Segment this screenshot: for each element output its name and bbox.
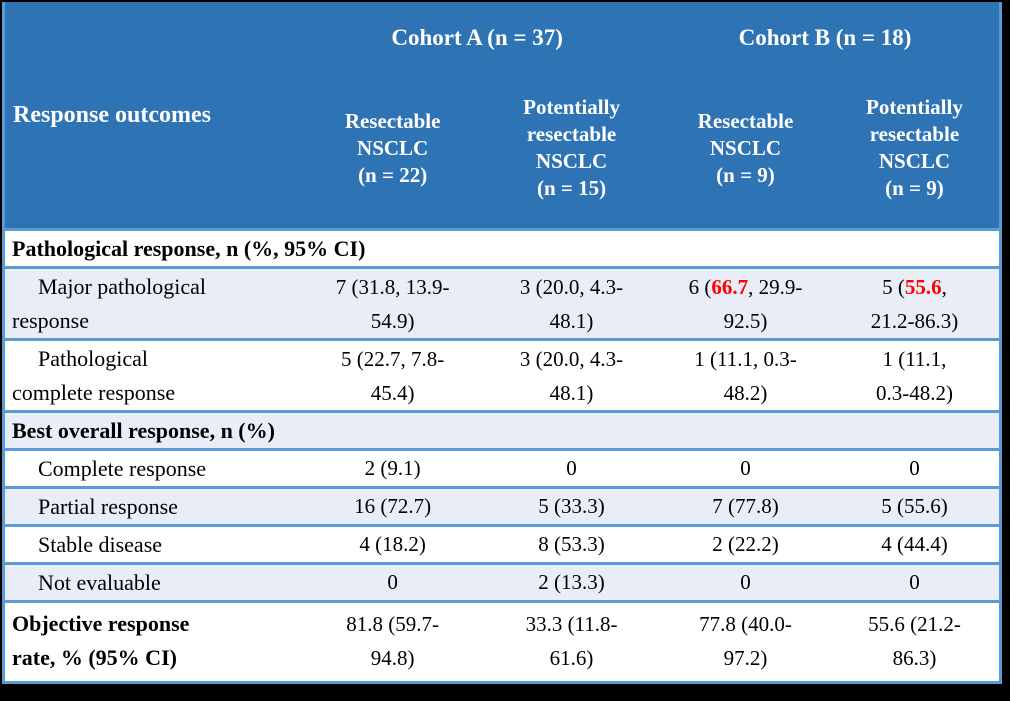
section-label: Best overall response, n (%) (12, 418, 275, 443)
header-col-resectable-a: Resectable NSCLC (n = 22) (344, 108, 441, 187)
value-text: 5 (33.3) (538, 494, 605, 518)
value-text: 1 (11.1, 0.3-48.2) (875, 347, 953, 405)
data-row: Not evaluable 0 2 (13.3) 0 0 (5, 562, 999, 600)
row-label: Not evaluable (38, 570, 161, 595)
value-text: 2 (22.2) (712, 532, 779, 556)
header-cohort-b: Cohort B (n = 18) (738, 25, 912, 50)
data-row: Pathological complete response 5 (22.7, 7… (5, 338, 999, 410)
data-cell: 2 (9.1) (303, 451, 482, 486)
data-cell: 4 (44.4) (830, 527, 999, 562)
value-text: 0 (909, 456, 920, 480)
value-text: 4 (18.2) (359, 532, 426, 556)
data-cell: 7 (77.8) (661, 489, 830, 524)
data-cell: 0 (830, 451, 999, 486)
table-body: Pathological response, n (%, 95% CI) Majo… (5, 228, 999, 681)
value-text: 81.8 (59.7- 94.8) (346, 612, 440, 670)
data-cell: 0 (830, 565, 999, 600)
value-text: 77.8 (40.0- 97.2) (699, 612, 792, 670)
data-cell: 2 (22.2) (661, 527, 830, 562)
row-label: Major pathological response (12, 274, 207, 333)
data-row: Objective response rate, % (95% CI) 81.8 … (5, 600, 999, 681)
data-cell: 0 (661, 565, 830, 600)
section-row: Best overall response, n (%) (5, 410, 999, 448)
value-text: 5 (22.7, 7.8- 45.4) (341, 347, 445, 405)
value-text: 1 (11.1, 0.3- 48.2) (694, 347, 797, 405)
header-cohort-row: Cohort A (n = 37) Cohort B (n = 18) (303, 2, 999, 74)
header-subcolumn-row: Resectable NSCLC (n = 22) Potentially re… (303, 74, 999, 228)
data-row: Major pathological response 7 (31.8, 13.9… (5, 266, 999, 338)
highlighted-value: 55.6 (904, 275, 942, 299)
value-text: 3 (20.0, 4.3- 48.1) (519, 275, 624, 333)
value-text: , 21.2-86.3) (870, 275, 959, 333)
data-cell: 1 (11.1, 0.3-48.2) (830, 341, 999, 410)
value-text: 5 (55.6) (881, 494, 948, 518)
value-text: 7 (77.8) (712, 494, 779, 518)
value-text: , 29.9- 92.5) (723, 275, 803, 333)
value-text: 5 ( (882, 275, 905, 299)
value-text: 55.6 (21.2- 86.3) (868, 612, 961, 670)
value-text: 6 ( (688, 275, 712, 299)
data-cell: 7 (31.8, 13.9- 54.9) (303, 269, 482, 338)
data-row: Partial response 16 (72.7) 5 (33.3) 7 (77.8… (5, 486, 999, 524)
data-cell: 33.3 (11.8- 61.6) (482, 603, 661, 681)
value-text: 0 (909, 570, 920, 594)
row-label: Partial response (38, 494, 178, 519)
value-text: 16 (72.7) (354, 494, 432, 518)
data-cell: 5 (55.6) (830, 489, 999, 524)
header-cohort-area: Cohort A (n = 37) Cohort B (n = 18) Rese… (303, 2, 999, 228)
header-col-potentially-resectable-b: Potentially resectable NSCLC (n = 9) (866, 95, 963, 200)
value-text: 8 (53.3) (538, 532, 605, 556)
highlighted-value: 66.7 (711, 275, 749, 299)
row-label: Complete response (38, 456, 207, 481)
value-text: 33.3 (11.8- 61.6) (525, 612, 618, 670)
value-text: 0 (566, 456, 577, 480)
response-outcomes-table: Response outcomes Cohort A (n = 37) Coho… (2, 2, 1002, 684)
data-cell: 5 (33.3) (482, 489, 661, 524)
data-cell: 0 (482, 451, 661, 486)
row-label: Objective response rate, % (95% CI) (12, 611, 190, 670)
data-cell: 81.8 (59.7- 94.8) (303, 603, 482, 681)
header-col-potentially-resectable-a: Potentially resectable NSCLC (n = 15) (523, 95, 620, 200)
data-cell: 6 (66.7, 29.9- 92.5) (661, 269, 830, 338)
value-text: 7 (31.8, 13.9- 54.9) (335, 275, 450, 333)
data-cell: 2 (13.3) (482, 565, 661, 600)
data-cell: 5 (22.7, 7.8- 45.4) (303, 341, 482, 410)
header-cohort-a: Cohort A (n = 37) (391, 25, 563, 50)
table-header: Response outcomes Cohort A (n = 37) Coho… (5, 2, 999, 228)
data-row: Complete response 2 (9.1) 0 0 0 (5, 448, 999, 486)
section-label: Pathological response, n (%, 95% CI) (12, 236, 366, 261)
value-text: 0 (387, 570, 398, 594)
header-response-outcomes: Response outcomes (13, 101, 211, 128)
data-cell: 16 (72.7) (303, 489, 482, 524)
data-cell: 0 (303, 565, 482, 600)
row-label: Stable disease (38, 532, 163, 557)
data-cell: 55.6 (21.2- 86.3) (830, 603, 999, 681)
value-text: 0 (740, 570, 751, 594)
value-text: 2 (13.3) (538, 570, 605, 594)
data-cell: 3 (20.0, 4.3- 48.1) (482, 341, 661, 410)
value-text: 3 (20.0, 4.3- 48.1) (519, 347, 624, 405)
value-text: 4 (44.4) (881, 532, 948, 556)
value-text: 0 (740, 456, 751, 480)
data-cell: 4 (18.2) (303, 527, 482, 562)
data-cell: 77.8 (40.0- 97.2) (661, 603, 830, 681)
value-text: 2 (9.1) (364, 456, 421, 480)
data-cell: 8 (53.3) (482, 527, 661, 562)
data-row: Stable disease 4 (18.2) 8 (53.3) 2 (22.2) 4 … (5, 524, 999, 562)
section-row: Pathological response, n (%, 95% CI) (5, 228, 999, 266)
data-cell: 0 (661, 451, 830, 486)
data-cell: 5 (55.6, 21.2-86.3) (830, 269, 999, 338)
data-cell: 3 (20.0, 4.3- 48.1) (482, 269, 661, 338)
row-label: Pathological complete response (12, 346, 176, 405)
header-col-resectable-b: Resectable NSCLC (n = 9) (697, 108, 794, 187)
data-cell: 1 (11.1, 0.3- 48.2) (661, 341, 830, 410)
